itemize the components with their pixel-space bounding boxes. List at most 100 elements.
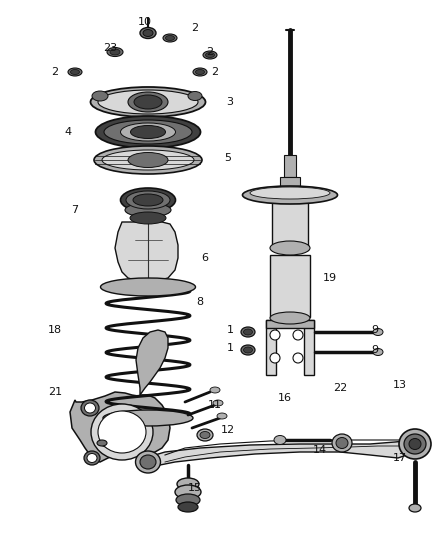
Ellipse shape — [95, 116, 201, 148]
Ellipse shape — [274, 435, 286, 445]
Ellipse shape — [103, 410, 193, 426]
Ellipse shape — [91, 404, 153, 460]
Ellipse shape — [92, 91, 108, 101]
Ellipse shape — [399, 429, 431, 459]
Ellipse shape — [91, 87, 205, 117]
Text: 22: 22 — [333, 383, 347, 393]
Ellipse shape — [244, 347, 252, 353]
Ellipse shape — [131, 125, 166, 139]
Polygon shape — [115, 220, 178, 282]
Ellipse shape — [197, 429, 213, 441]
Text: 5: 5 — [225, 153, 232, 163]
Ellipse shape — [200, 432, 210, 439]
Ellipse shape — [205, 52, 215, 58]
Text: 21: 21 — [48, 387, 62, 397]
Text: 17: 17 — [393, 453, 407, 463]
Text: 14: 14 — [313, 445, 327, 455]
Ellipse shape — [188, 92, 202, 101]
Ellipse shape — [270, 312, 310, 324]
Ellipse shape — [336, 438, 348, 448]
Ellipse shape — [143, 29, 153, 36]
Ellipse shape — [84, 451, 100, 465]
Bar — [280, 177, 300, 192]
Ellipse shape — [126, 191, 170, 209]
Text: 2: 2 — [206, 47, 214, 57]
Text: 7: 7 — [71, 205, 78, 215]
Ellipse shape — [140, 455, 156, 469]
Ellipse shape — [125, 203, 171, 217]
Ellipse shape — [133, 194, 163, 206]
Text: 15: 15 — [188, 483, 202, 493]
Ellipse shape — [163, 34, 177, 42]
Polygon shape — [70, 392, 170, 462]
Ellipse shape — [120, 123, 176, 141]
Ellipse shape — [81, 400, 99, 416]
Text: 2: 2 — [51, 67, 59, 77]
Ellipse shape — [97, 440, 107, 446]
Ellipse shape — [409, 439, 421, 449]
Ellipse shape — [193, 68, 207, 76]
Text: 6: 6 — [201, 253, 208, 263]
Text: 8: 8 — [196, 297, 204, 307]
Text: 10: 10 — [138, 17, 152, 27]
Ellipse shape — [176, 494, 200, 506]
Ellipse shape — [98, 90, 198, 114]
Ellipse shape — [175, 485, 201, 499]
Ellipse shape — [120, 188, 176, 212]
Ellipse shape — [404, 434, 426, 454]
Ellipse shape — [217, 413, 227, 419]
Ellipse shape — [178, 502, 198, 512]
Ellipse shape — [128, 92, 168, 112]
Text: 13: 13 — [393, 380, 407, 390]
Ellipse shape — [128, 152, 168, 167]
Ellipse shape — [213, 400, 223, 406]
Text: 11: 11 — [208, 400, 222, 410]
Ellipse shape — [270, 353, 280, 363]
Text: 19: 19 — [323, 273, 337, 283]
Bar — [304, 320, 314, 375]
Ellipse shape — [134, 95, 162, 109]
Ellipse shape — [130, 212, 166, 224]
Ellipse shape — [177, 478, 199, 490]
Text: 23: 23 — [103, 43, 117, 53]
Text: 12: 12 — [221, 425, 235, 435]
Ellipse shape — [293, 353, 303, 363]
Ellipse shape — [102, 150, 194, 170]
Bar — [272, 195, 308, 250]
Ellipse shape — [140, 28, 156, 38]
Ellipse shape — [244, 329, 252, 335]
Ellipse shape — [293, 330, 303, 340]
Polygon shape — [136, 440, 418, 468]
Polygon shape — [136, 330, 168, 395]
Text: 9: 9 — [371, 345, 378, 355]
Ellipse shape — [87, 454, 97, 463]
Text: 1: 1 — [226, 343, 233, 353]
Bar — [270, 255, 310, 317]
Text: 16: 16 — [278, 393, 292, 403]
Ellipse shape — [94, 146, 202, 174]
Ellipse shape — [409, 504, 421, 512]
Text: 1: 1 — [226, 325, 233, 335]
Bar — [266, 320, 276, 375]
Ellipse shape — [166, 36, 174, 41]
Ellipse shape — [68, 68, 82, 76]
Ellipse shape — [107, 47, 123, 56]
Bar — [266, 320, 314, 328]
Ellipse shape — [71, 69, 80, 75]
Ellipse shape — [243, 186, 338, 204]
Text: 18: 18 — [48, 325, 62, 335]
Text: 3: 3 — [226, 97, 233, 107]
Ellipse shape — [373, 328, 383, 335]
Ellipse shape — [210, 387, 220, 393]
Ellipse shape — [332, 434, 352, 452]
Ellipse shape — [241, 345, 255, 355]
Text: 4: 4 — [64, 127, 71, 137]
Text: 9: 9 — [371, 325, 378, 335]
Ellipse shape — [104, 120, 192, 144]
Ellipse shape — [250, 187, 330, 199]
Text: 2: 2 — [191, 23, 198, 33]
Ellipse shape — [241, 327, 255, 337]
Bar — [284, 155, 296, 177]
Ellipse shape — [98, 411, 146, 453]
Ellipse shape — [270, 241, 310, 255]
